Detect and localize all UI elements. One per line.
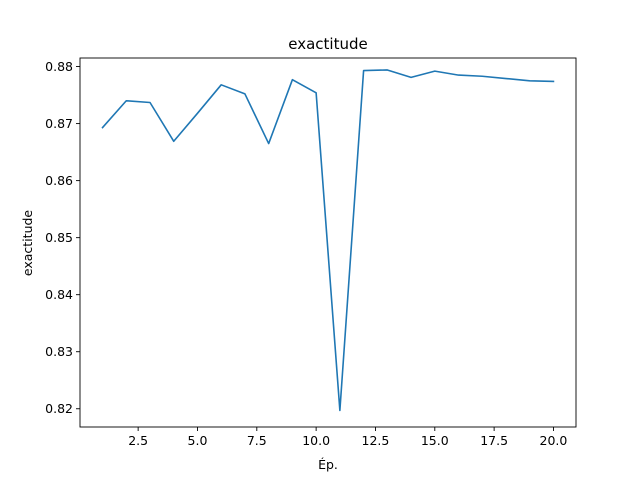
y-tick-label: 0.85 — [45, 230, 73, 245]
x-tick-label: 2.5 — [128, 433, 148, 448]
y-tick-label: 0.82 — [45, 401, 73, 416]
x-axis-label: Ép. — [318, 457, 338, 472]
x-axis-ticks: 2.5 5.0 7.5 10.0 12.5 15.0 17.5 20.0 — [128, 427, 567, 448]
x-tick-label: 7.5 — [247, 433, 267, 448]
x-tick-label: 17.5 — [480, 433, 508, 448]
plot-area — [79, 57, 577, 428]
y-axis-ticks: 0.82 0.83 0.84 0.85 0.86 0.87 0.88 — [45, 59, 80, 416]
y-tick-label: 0.84 — [45, 287, 73, 302]
x-tick-label: 15.0 — [421, 433, 449, 448]
x-tick-label: 10.0 — [302, 433, 330, 448]
y-tick-label: 0.87 — [45, 116, 73, 131]
chart-title: exactitude — [288, 35, 367, 53]
series-line — [101, 69, 555, 412]
y-tick-label: 0.86 — [45, 173, 73, 188]
x-tick-label: 5.0 — [188, 433, 208, 448]
y-axis-label: exactitude — [20, 210, 35, 277]
y-tick-label: 0.88 — [45, 59, 73, 74]
y-tick-label: 0.83 — [45, 344, 73, 359]
plot-frame — [79, 57, 577, 428]
x-tick-label: 20.0 — [540, 433, 568, 448]
x-tick-label: 12.5 — [362, 433, 390, 448]
